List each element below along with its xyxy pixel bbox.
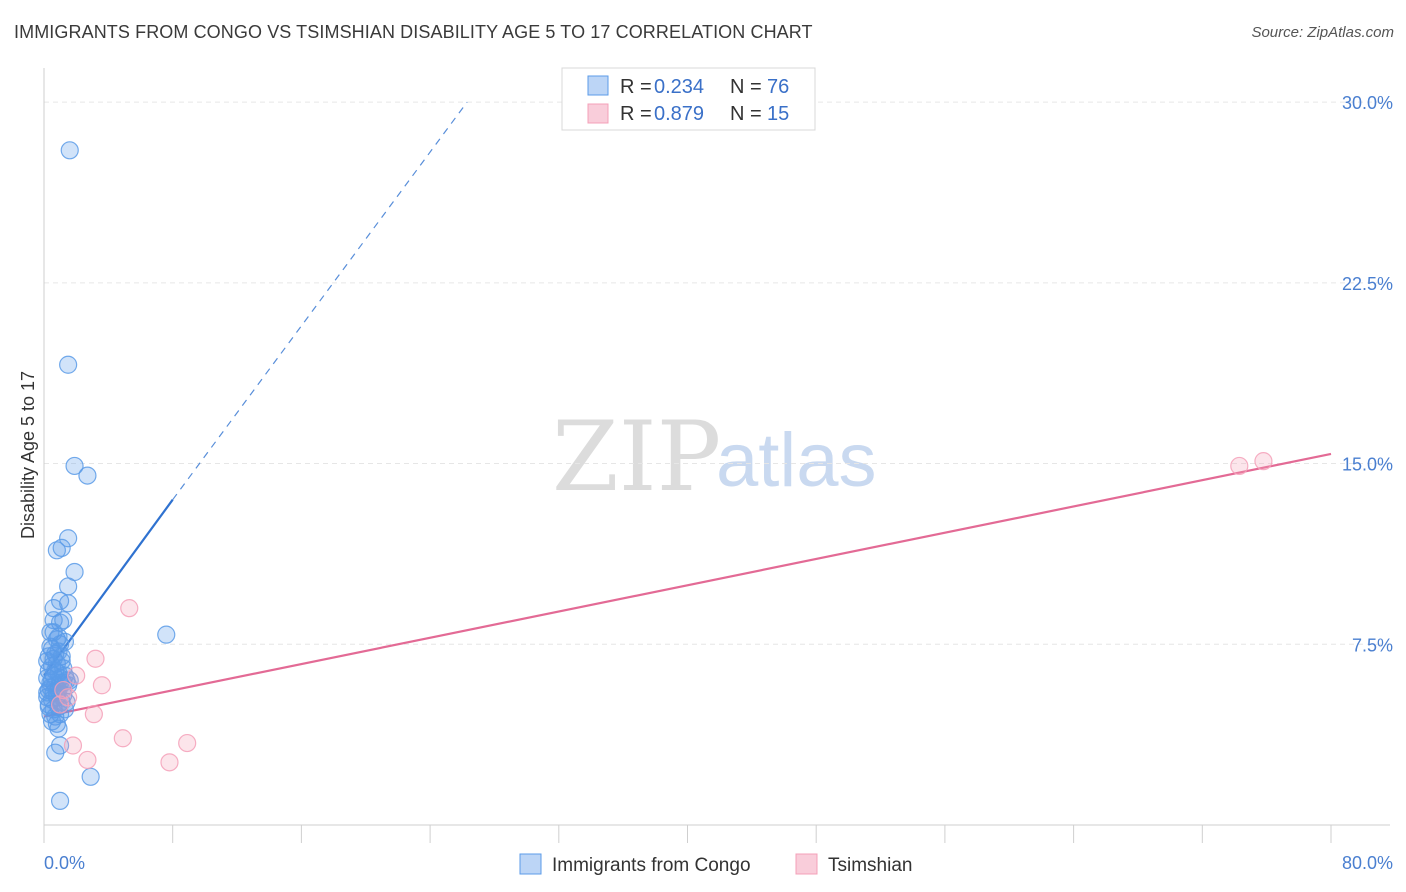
legend-n-label-2: N = <box>730 103 762 125</box>
data-point-pink <box>86 649 105 668</box>
data-point-blue <box>59 529 78 548</box>
data-point-pink <box>63 736 83 755</box>
data-point-pink <box>120 599 139 618</box>
legend-n-value-2: 15 <box>767 103 789 125</box>
data-point-pink <box>1254 452 1273 471</box>
legend-r-label-1: R = <box>620 76 652 98</box>
data-point-blue <box>52 538 71 557</box>
legend-r-value-2: 0.879 <box>654 103 704 125</box>
y-tick-label: 22.5% <box>1342 274 1393 294</box>
data-point-pink <box>113 729 132 748</box>
data-point-blue <box>49 719 68 738</box>
data-point-blue <box>60 141 79 160</box>
chart-title: IMMIGRANTS FROM CONGO VS TSIMSHIAN DISAB… <box>14 22 813 42</box>
y-tick-label: 30.0% <box>1342 93 1393 113</box>
y-axis-label: Disability Age 5 to 17 <box>18 371 38 539</box>
data-point-blue <box>59 355 78 374</box>
watermark-zip: ZIP <box>552 401 721 513</box>
data-point-blue <box>65 456 84 476</box>
watermark-atlas: atlas <box>716 418 877 503</box>
data-point-pink <box>78 750 97 770</box>
data-point-blue <box>50 736 70 755</box>
watermark: ZIP atlas <box>552 401 877 513</box>
y-tick-label: 15.0% <box>1342 455 1393 475</box>
legend-r-value-1: 0.234 <box>654 76 704 98</box>
x-tick-label: 0.0% <box>44 853 85 873</box>
tick-labels: 7.5% 15.0% 22.5% 30.0% 0.0% 80.0% <box>44 93 1393 873</box>
legend-swatch-congo <box>587 75 609 96</box>
top-legend: R = 0.234 N = 76 R = 0.879 N = 15 <box>561 67 816 131</box>
legend-n-value-1: 76 <box>767 76 789 98</box>
data-point-blue <box>50 791 70 811</box>
data-point-pink <box>92 676 112 695</box>
data-point-blue <box>157 625 176 644</box>
data-point-blue <box>54 611 73 630</box>
data-point-blue <box>59 594 78 613</box>
data-point-blue <box>38 683 57 702</box>
legend-r-label-2: R = <box>620 103 652 125</box>
bottom-legend-swatch-tsimshian <box>795 853 818 875</box>
data-point-blue <box>49 627 68 647</box>
trend-line-extension-blue <box>172 101 468 501</box>
data-point-pink <box>160 753 179 772</box>
data-point-blue <box>78 466 97 485</box>
data-point-pink <box>67 666 86 685</box>
source-label: Source: ZipAtlas.com <box>1251 24 1394 41</box>
bottom-legend-label-tsimshian: Tsimshian <box>828 855 912 876</box>
data-point-blue <box>47 541 66 560</box>
legend-swatch-tsimshian <box>587 103 609 124</box>
data-point-pink <box>54 680 73 700</box>
data-points <box>38 141 1273 811</box>
trend-line-pink <box>43 452 1332 718</box>
bottom-legend: Immigrants from Congo Tsimshian <box>519 853 912 876</box>
grid <box>44 101 1390 645</box>
data-point-blue <box>81 767 100 786</box>
legend-n-label-1: N = <box>730 76 762 98</box>
data-point-pink <box>1230 456 1249 476</box>
data-point-pink <box>84 705 103 724</box>
data-point-pink <box>178 733 197 753</box>
y-tick-label: 7.5% <box>1352 635 1393 655</box>
bottom-legend-swatch-congo <box>519 853 542 875</box>
bottom-legend-label-congo: Immigrants from Congo <box>552 855 751 876</box>
x-tick-label: 80.0% <box>1342 853 1393 873</box>
